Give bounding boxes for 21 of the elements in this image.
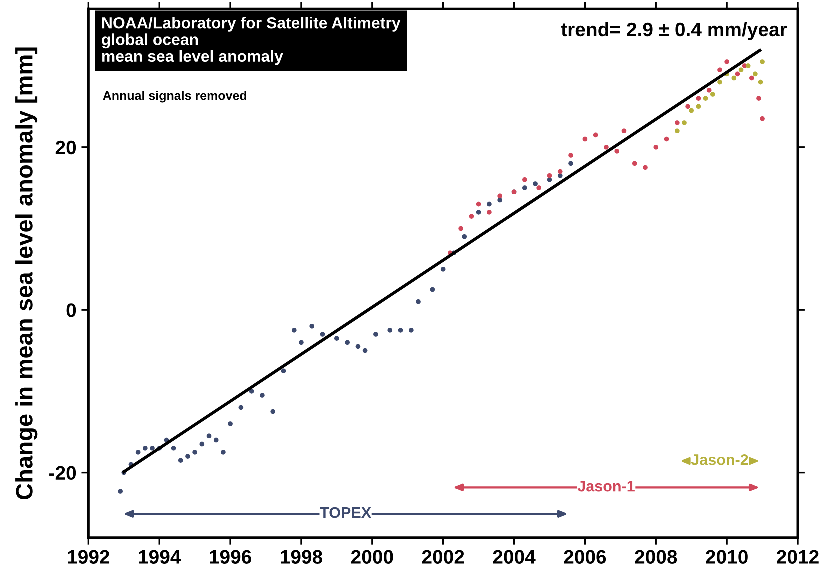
annotation: trend= 2.9 ± 0.4 mm/year xyxy=(561,22,788,40)
text: Annual signals removed xyxy=(103,91,247,103)
x-tick-label: 2004 xyxy=(493,550,536,564)
x-tick-label: 2008 xyxy=(635,550,678,564)
x-tick-label: 1998 xyxy=(281,550,323,564)
y-tick-label: -20 xyxy=(50,466,76,480)
x-tick-label: 2000 xyxy=(351,550,394,564)
x-tick-label: 1994 xyxy=(139,550,182,564)
x-tick-label: 2006 xyxy=(564,550,606,564)
x-tick-label: 2010 xyxy=(706,550,748,564)
legend-label: Jason-2 xyxy=(691,454,748,466)
y-axis-title: Change in mean sea level anomaly [mm] xyxy=(16,48,38,500)
y-tick-label: 0 xyxy=(66,304,76,318)
x-tick-label: 2002 xyxy=(422,550,464,564)
text: Jason-1 xyxy=(578,481,635,492)
x-tick-label: 1992 xyxy=(68,550,110,564)
text: TOPEX xyxy=(320,507,372,518)
x-tick-label: 2012 xyxy=(777,550,819,564)
y-tick-label: 20 xyxy=(56,140,76,155)
text: NOAA/Laboratory for Satellite Altimetry global ocean mean sea level anomaly xyxy=(102,17,401,66)
x-tick-label: 1996 xyxy=(210,550,252,564)
